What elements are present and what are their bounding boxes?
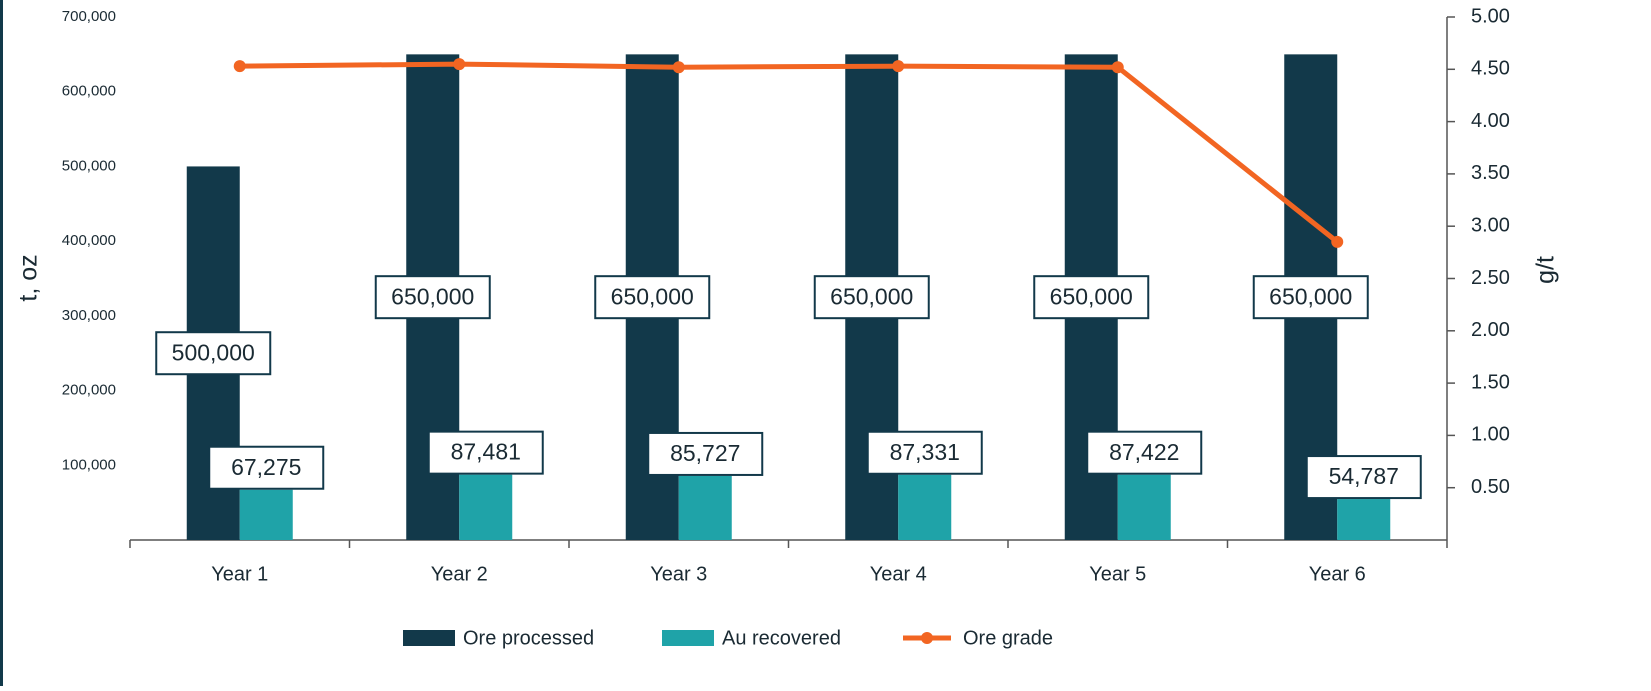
line-marker — [892, 60, 905, 73]
y2-tick-label: 4.50 — [1471, 58, 1510, 80]
y-tick-label: 400,000 — [62, 232, 116, 249]
y2-tick-label: 1.00 — [1471, 424, 1510, 446]
y-tick-label: 100,000 — [62, 456, 116, 473]
y2-tick-label: 2.00 — [1471, 319, 1510, 341]
value-label: 650,000 — [611, 283, 694, 309]
y2-tick-label: 2.50 — [1471, 267, 1510, 289]
y-tick-label: 200,000 — [62, 382, 116, 399]
value-label-box — [427, 430, 544, 475]
value-label: 650,000 — [830, 283, 913, 309]
x-tick-label: Year 5 — [1089, 563, 1146, 585]
value-label: 650,000 — [1050, 283, 1133, 309]
x-tick-label: Year 2 — [431, 563, 488, 585]
value-label-box — [374, 275, 491, 320]
y2-tick-label: 3.50 — [1471, 162, 1510, 184]
y2-axis-label: g/t — [1532, 256, 1560, 284]
bar — [239, 489, 293, 540]
value-label-box — [594, 275, 711, 320]
y-tick-label: 600,000 — [62, 83, 116, 100]
y2-tick-label: 5.00 — [1471, 5, 1510, 27]
value-label-box — [208, 445, 325, 490]
bar — [678, 475, 732, 540]
y2-tick-label: 3.00 — [1471, 214, 1510, 236]
line-marker — [672, 61, 685, 74]
value-label: 67,275 — [231, 454, 301, 480]
bar — [1337, 499, 1391, 540]
y-axis-label: t, oz — [15, 254, 43, 301]
edge-strip — [0, 0, 3, 686]
legend-label: Au recovered — [722, 627, 841, 649]
value-label: 85,727 — [670, 440, 740, 466]
value-label-box — [1305, 455, 1422, 500]
y-tick-label: 500,000 — [62, 157, 116, 174]
legend-swatch — [403, 630, 455, 646]
line-marker — [453, 58, 466, 71]
legend-marker — [921, 632, 933, 644]
x-tick-label: Year 6 — [1309, 563, 1366, 585]
line — [239, 61, 1339, 244]
bar — [898, 474, 952, 540]
y2-tick-label: 1.50 — [1471, 371, 1510, 393]
y-tick-label: 700,000 — [62, 8, 116, 25]
value-label-box — [1086, 430, 1203, 475]
value-label-box — [813, 275, 930, 320]
value-label: 87,422 — [1109, 439, 1179, 465]
y-tick-label: 300,000 — [62, 307, 116, 324]
line-marker — [1331, 235, 1344, 248]
value-label-box — [647, 431, 764, 476]
y2-tick-label: 4.00 — [1471, 110, 1510, 132]
y2-tick-label: 0.50 — [1471, 476, 1510, 498]
legend-label: Ore grade — [963, 627, 1053, 649]
line-marker — [233, 60, 246, 73]
legend-swatch — [662, 630, 714, 646]
line-marker — [1111, 61, 1124, 74]
value-label-box — [1252, 275, 1369, 320]
bar — [1117, 474, 1171, 540]
x-tick-label: Year 1 — [211, 563, 268, 585]
value-label-box — [866, 430, 983, 475]
value-label-box — [1033, 275, 1150, 320]
legend-label: Ore processed — [463, 627, 594, 649]
bar — [459, 474, 513, 540]
value-label-box — [155, 331, 272, 376]
value-label: 54,787 — [1329, 463, 1399, 489]
x-tick-label: Year 4 — [870, 563, 927, 585]
value-label: 650,000 — [391, 283, 474, 309]
value-label: 87,331 — [890, 439, 960, 465]
value-label: 500,000 — [172, 339, 255, 365]
value-label: 650,000 — [1269, 283, 1352, 309]
value-label: 87,481 — [451, 439, 521, 465]
x-tick-label: Year 3 — [650, 563, 707, 585]
